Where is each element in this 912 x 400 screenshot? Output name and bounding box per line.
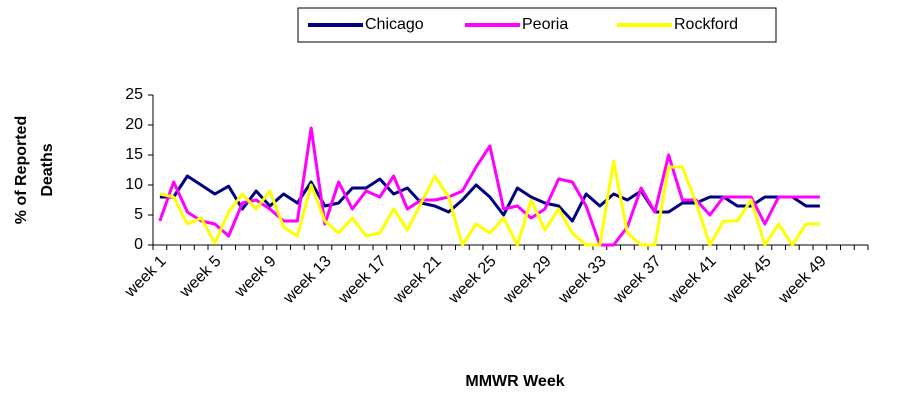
y-tick-label: 20 xyxy=(125,116,143,133)
x-tick-label: week 45 xyxy=(720,253,775,308)
x-tick-label: week 29 xyxy=(500,253,555,308)
x-tick-label: week 5 xyxy=(176,253,225,302)
x-tick-label: week 21 xyxy=(390,253,445,308)
x-tick-label: week 49 xyxy=(775,253,830,308)
line-series xyxy=(159,174,820,223)
y-tick-label: 0 xyxy=(134,236,143,253)
x-tick-label: week 25 xyxy=(445,253,500,308)
x-tick-label: week 13 xyxy=(280,253,335,308)
x-tick-label: week 1 xyxy=(121,253,170,302)
y-axis-title: Deaths xyxy=(39,143,56,196)
legend-label: Rockford xyxy=(674,16,738,33)
y-tick-label: 5 xyxy=(134,206,143,223)
x-tick-label: week 17 xyxy=(335,253,390,308)
x-tick-label: week 41 xyxy=(665,253,720,308)
x-axis-title: MMWR Week xyxy=(465,373,564,390)
y-tick-label: 15 xyxy=(125,146,143,163)
y-axis-title: % of Reported xyxy=(13,116,30,224)
x-tick-label: week 33 xyxy=(555,253,610,308)
y-tick-label: 25 xyxy=(125,86,143,103)
line-series xyxy=(159,159,820,247)
legend-label: Peoria xyxy=(522,16,568,33)
line-series xyxy=(158,126,820,247)
legend-label: Chicago xyxy=(365,16,424,33)
legend-box xyxy=(297,7,777,43)
x-tick-label: week 37 xyxy=(610,253,665,308)
x-tick-label: week 9 xyxy=(231,253,280,302)
y-tick-label: 10 xyxy=(125,176,143,193)
